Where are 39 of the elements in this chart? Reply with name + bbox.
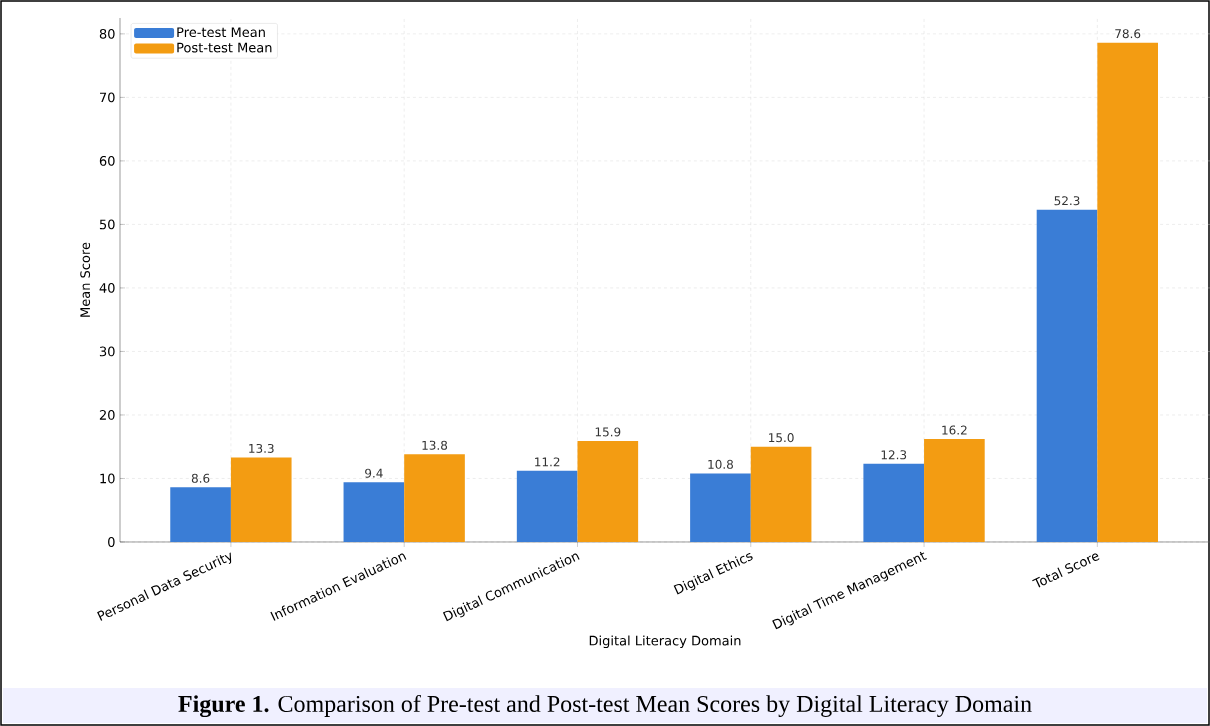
data-label: 13.3 (249, 443, 274, 453)
y-tick-label: 70 (100, 92, 115, 103)
data-label: 9.4 (365, 468, 383, 478)
bar (750, 446, 812, 542)
legend-label: Pre-test Mean (177, 27, 265, 38)
bar (1036, 209, 1098, 542)
data-label: 8.6 (191, 473, 210, 483)
y-tick-label: 50 (99, 219, 115, 230)
y-tick-label: 30 (99, 346, 115, 357)
bar (230, 457, 292, 542)
y-tick-label: 10 (100, 473, 115, 484)
data-label: 52.3 (1054, 196, 1080, 206)
legend-label: Post-test Mean (177, 42, 272, 53)
x-tick-label: Total Score (1032, 553, 1100, 588)
bar (170, 487, 231, 542)
y-tick-label: 0 (108, 537, 115, 547)
data-label: 11.2 (535, 457, 560, 467)
bar (924, 439, 985, 542)
bar (404, 454, 465, 542)
data-label: 16.2 (942, 425, 967, 435)
bar (1097, 42, 1158, 542)
data-label: 78.6 (1115, 29, 1141, 39)
bar (577, 441, 639, 542)
data-label: 12.3 (881, 450, 907, 460)
y-tick-label: 80 (99, 28, 115, 39)
y-tick-label: 20 (99, 410, 115, 420)
y-tick-label: 40 (99, 283, 115, 293)
bar (690, 473, 751, 542)
bar (516, 470, 578, 542)
data-label: 13.8 (422, 440, 448, 450)
data-label: 15.0 (769, 433, 794, 443)
bar (863, 463, 925, 542)
bar (343, 482, 405, 542)
x-axis-title: Digital Literacy Domain (589, 635, 741, 649)
text: Figure 1. Comparison of Pre-test and Post-test Mean Scores by Digital Literacy Domain (178, 694, 1032, 718)
y-axis-title: Mean Score (80, 242, 91, 317)
data-label: 15.9 (595, 427, 621, 437)
y-tick-label: 60 (99, 155, 115, 166)
data-label: 10.8 (708, 459, 733, 469)
